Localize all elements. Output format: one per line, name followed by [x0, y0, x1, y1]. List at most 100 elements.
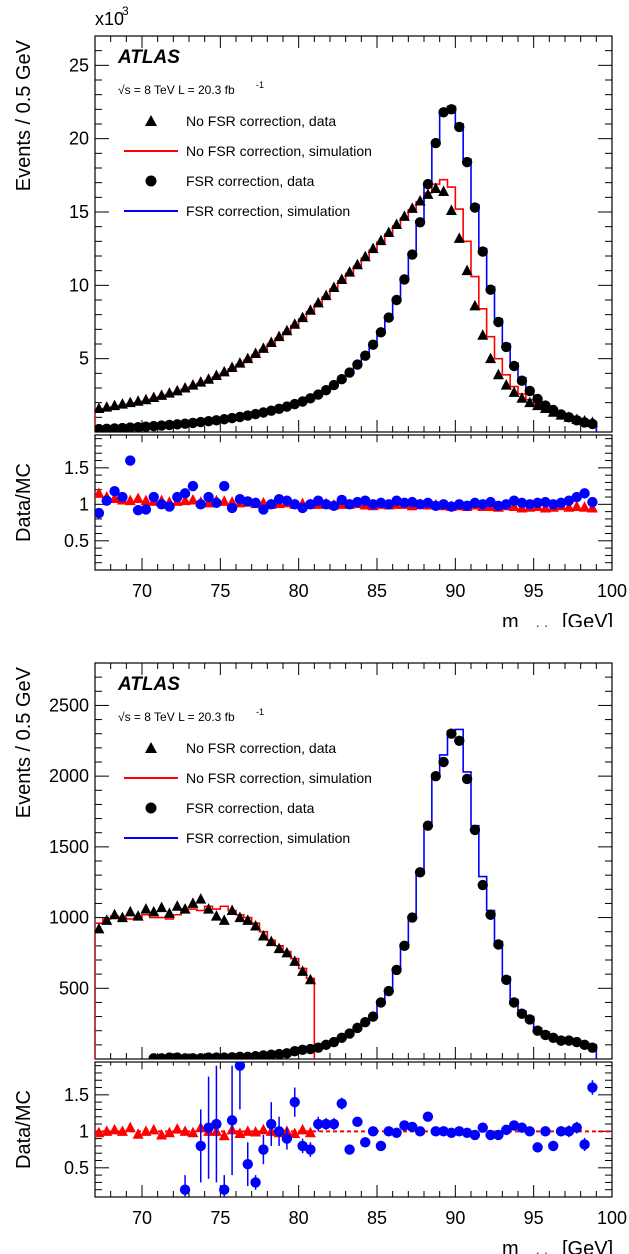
fig2-data-point-circle	[462, 774, 472, 784]
fig1-xtick-label: 95	[524, 581, 544, 601]
fig1-legend-marker-circle	[146, 176, 157, 187]
fig2-ratio-point-circle	[360, 1137, 370, 1147]
fig1-data-point-circle	[462, 157, 472, 167]
fig1-ratio-point-circle	[188, 481, 198, 491]
fig1-ytick-label: 15	[69, 202, 89, 222]
fig1-multiplier-exp: 3	[122, 4, 129, 18]
fig1-ratio-point-circle	[102, 495, 112, 505]
bottom-figure: 70 75 80 85 90 95 10050010001500200025000.511.…	[0, 627, 629, 1254]
fig2-legend-marker-circle	[146, 803, 157, 814]
fig2-ratio-point-circle	[250, 1177, 260, 1187]
fig2-data-point-triangle	[109, 909, 120, 920]
fig2-legend-label: No FSR correction, simulation	[186, 770, 372, 786]
fig2-ratio-point-circle	[329, 1119, 339, 1129]
fig2-ratio-plot-area	[93, 1022, 612, 1204]
fig2-data-point-circle	[431, 771, 441, 781]
fig2-data-point-circle	[470, 825, 480, 835]
fig1-ratio-point-circle	[196, 499, 206, 509]
fig1-ratio-point-triangle	[133, 492, 144, 503]
fig2-ratio-point-circle	[211, 1119, 221, 1129]
fig2-y-axis-title: Events / 0.5 GeV	[13, 666, 35, 818]
fig1-legend-label: No FSR correction, simulation	[186, 143, 372, 159]
fig1-ratio-ytick-label: 0.5	[64, 531, 89, 551]
fig1-ratio-point-circle	[125, 455, 135, 465]
fig2-data-point-circle	[407, 912, 417, 922]
fig2-data-point-circle	[587, 1042, 597, 1052]
fig1-x-axis-title-unit: [GeV]	[562, 611, 613, 627]
fig1-data-point-circle	[391, 295, 401, 305]
fig2-ratio-point-circle	[376, 1141, 386, 1151]
fig1-lumi-superscript: -1	[256, 80, 264, 90]
fig1-xtick-label: 70	[132, 581, 152, 601]
fig1-data-point-circle	[485, 285, 495, 295]
fig2-data-point-circle	[493, 939, 503, 949]
fig2-xtick-label: 70	[132, 1208, 152, 1228]
fig1-ytick-label: 25	[69, 55, 89, 75]
fig2-legend-label: FSR correction, data	[186, 800, 315, 816]
fig1-ratio-ytick-label: 1	[79, 494, 89, 514]
fig2-ratio-ytick-label: 1	[79, 1121, 89, 1141]
fig2-data-point-circle	[384, 986, 394, 996]
fig1-ratio-point-circle	[211, 498, 221, 508]
fig1-ratio-point-circle	[227, 503, 237, 513]
fig1-ratio-point-circle	[587, 497, 597, 507]
fig2-ytick-label: 1000	[49, 908, 89, 928]
fig2-ratio-point-triangle	[297, 1124, 308, 1135]
fig1-x-axis-title: m	[502, 611, 519, 627]
fig2-data-point-circle	[478, 880, 488, 890]
fig1-legend-label: FSR correction, simulation	[186, 203, 350, 219]
fig1-ratio-point-circle	[180, 488, 190, 498]
fig1-xtick-label: 85	[367, 581, 387, 601]
fig2-legend-label: FSR correction, simulation	[186, 830, 350, 846]
fig1-data-point-circle	[470, 202, 480, 212]
fig2-xtick-label: 75	[210, 1208, 230, 1228]
fig2-ratio-point-triangle	[109, 1124, 120, 1135]
fig2-data-point-circle	[423, 820, 433, 830]
fig2-ratio-point-circle	[478, 1122, 488, 1132]
fig2-ratio-point-circle	[266, 1119, 276, 1129]
fig1-data-point-circle	[399, 274, 409, 284]
fig1-data-point-circle	[376, 327, 386, 337]
fig1-ytick-label: 10	[69, 275, 89, 295]
fig2-xtick-label: 100	[597, 1208, 627, 1228]
fig1-data-point-circle	[478, 246, 488, 256]
fig1-legend-marker-triangle	[145, 115, 157, 126]
fig2-ratio-point-circle	[352, 1117, 362, 1127]
fig2-ratio-point-circle	[243, 1159, 253, 1169]
fig1-ratio-point-circle	[149, 492, 159, 502]
fig2-data-point-triangle	[172, 900, 183, 911]
fig1-data-point-circle	[501, 342, 511, 352]
fig2-ratio-point-circle	[423, 1112, 433, 1122]
fig2-x-axis-title-unit: [GeV]	[562, 1238, 613, 1254]
fig2-ratio-point-circle	[337, 1098, 347, 1108]
fig2-sim-histogram	[95, 906, 314, 1059]
fig2-ratio-point-circle	[415, 1126, 425, 1136]
fig1-data-point-circle	[517, 375, 527, 385]
fig2-xtick-label: 90	[445, 1208, 465, 1228]
fig2-ytick-label: 2500	[49, 695, 89, 715]
fig2-ratio-point-circle	[391, 1128, 401, 1138]
fig1-ytick-label: 20	[69, 129, 89, 149]
fig2-xtick-label: 80	[289, 1208, 309, 1228]
fig1-data-point-circle	[454, 122, 464, 132]
fig2-data-point-circle	[368, 1011, 378, 1021]
fig1-y-axis-title: Events / 0.5 GeV	[13, 39, 35, 191]
fig1-ratio-y-axis-title: Data/MC	[13, 463, 35, 542]
fig2-lumi-superscript: -1	[256, 707, 264, 717]
fig1-ratio-plot-area	[93, 455, 598, 518]
fig1-ytick-label: 5	[79, 349, 89, 369]
fig2-ratio-ytick-label: 1.5	[64, 1085, 89, 1105]
fig2-ratio-point-triangle	[172, 1123, 183, 1134]
fig2-data-point-circle	[438, 757, 448, 767]
fig2-ratio-point-circle	[258, 1144, 268, 1154]
fig2-data-point-circle	[376, 997, 386, 1007]
fig1-legend-label: FSR correction, data	[186, 173, 315, 189]
fig2-ratio-ytick-label: 0.5	[64, 1158, 89, 1178]
fig1-data-point-circle	[415, 217, 425, 227]
fig2-ratio-point-triangle	[125, 1122, 136, 1133]
fig1-data-point-circle	[423, 179, 433, 189]
fig2-data-point-circle	[454, 736, 464, 746]
fig2-data-point-triangle	[195, 893, 206, 904]
fig2-data-point-circle	[485, 910, 495, 920]
fig1-data-point-circle	[493, 317, 503, 327]
